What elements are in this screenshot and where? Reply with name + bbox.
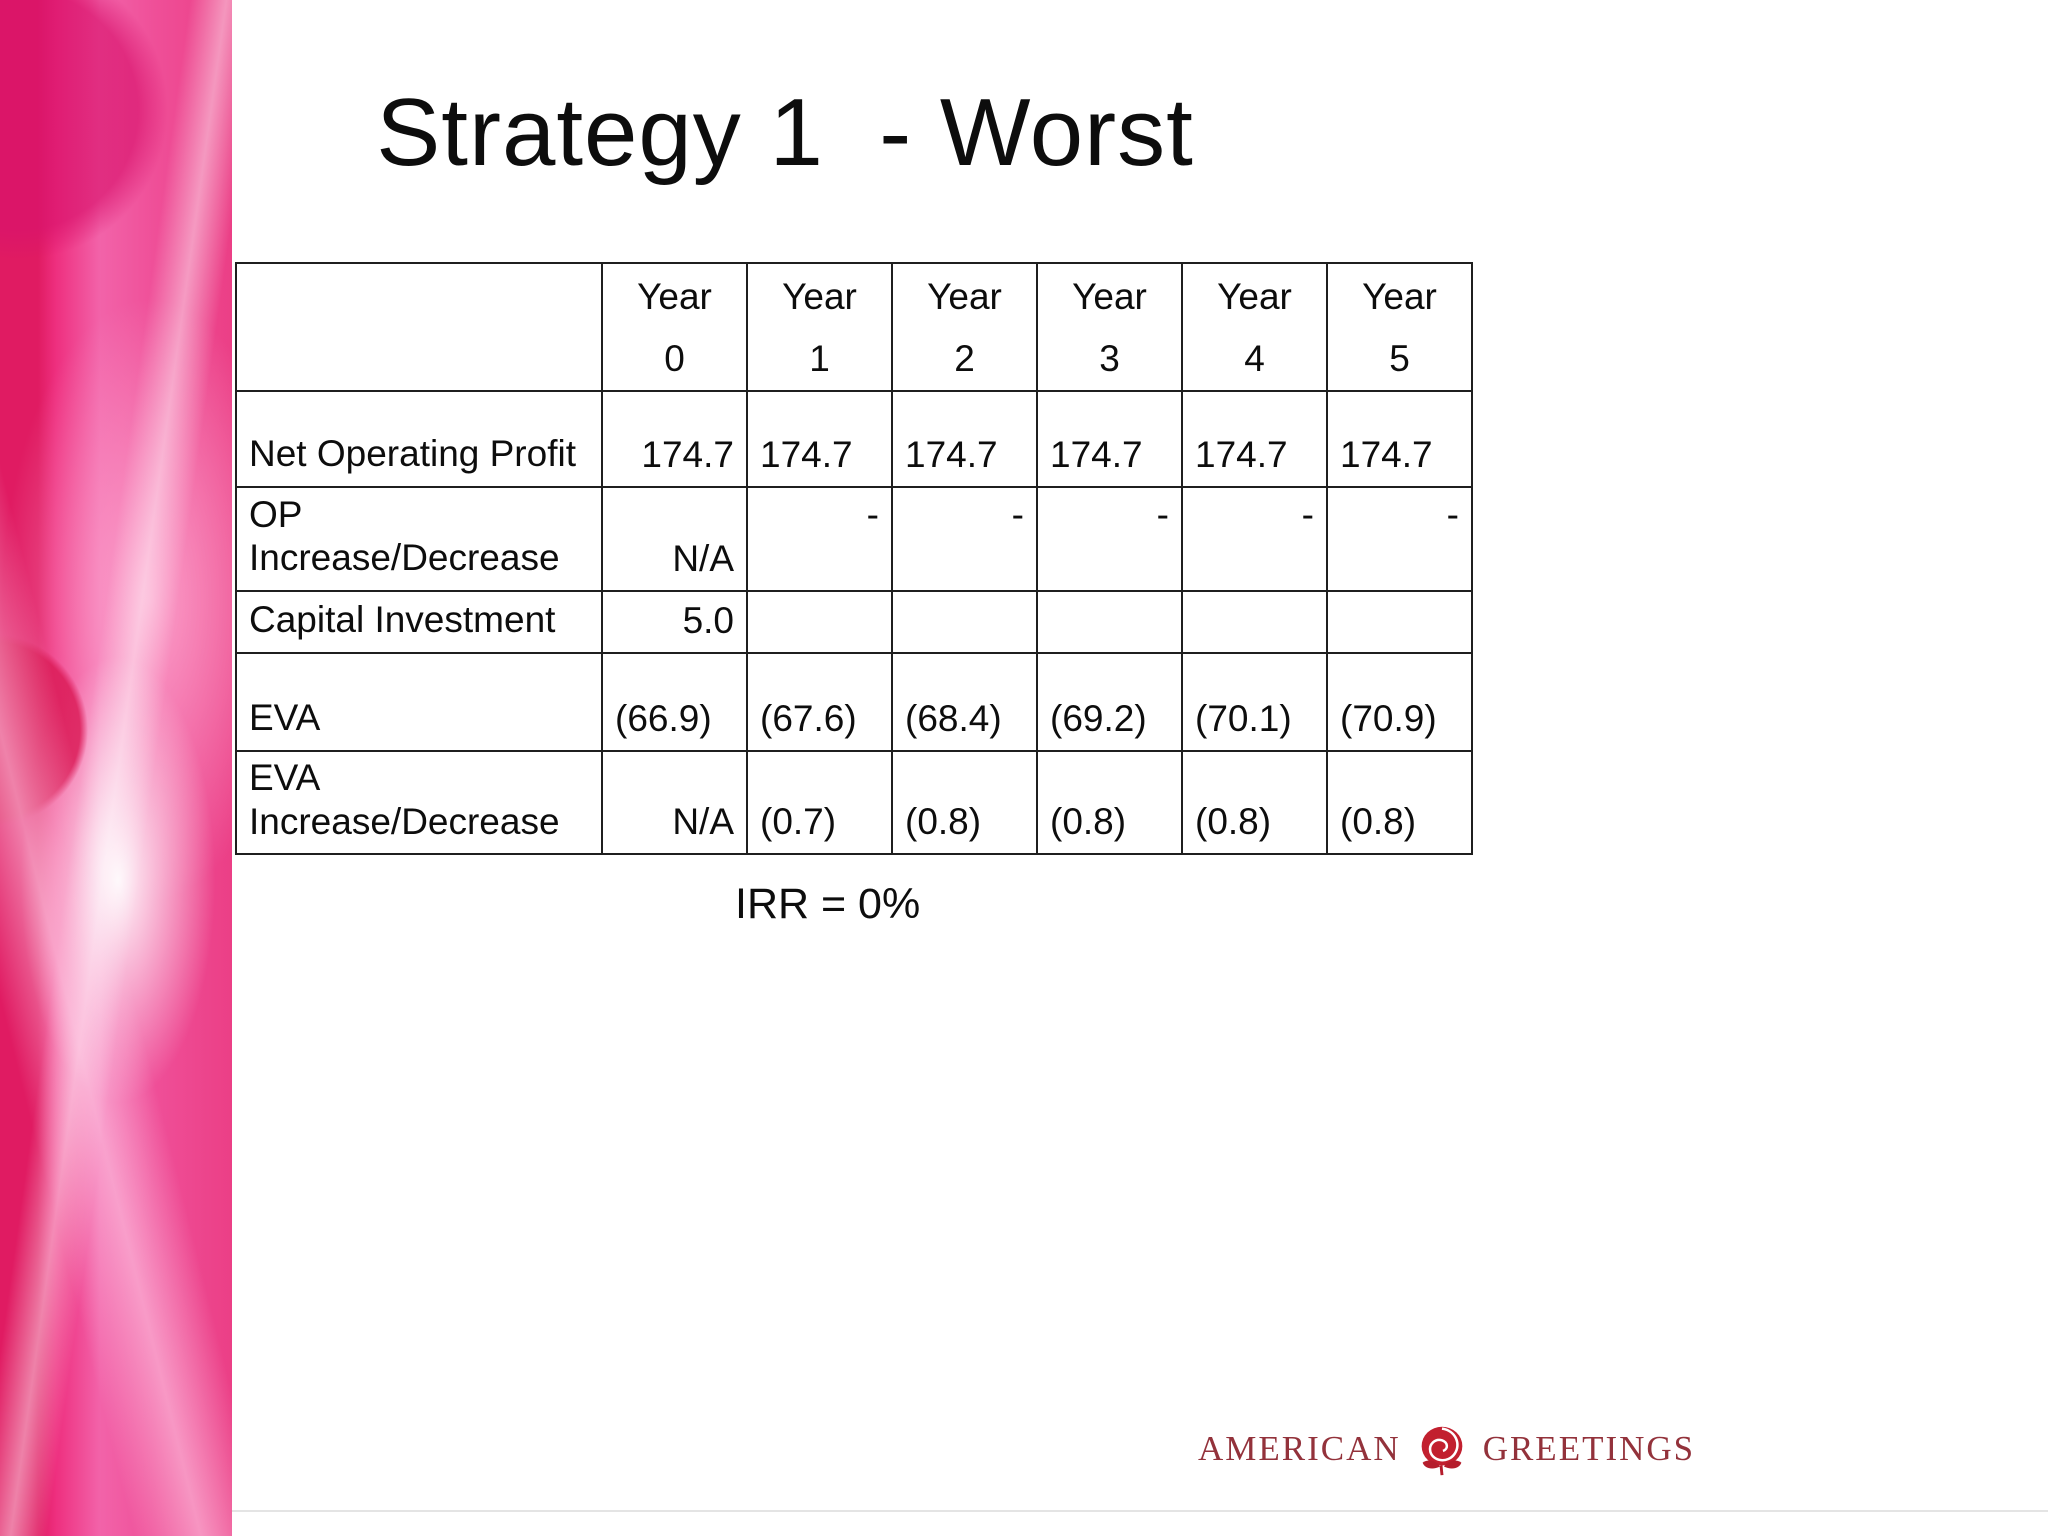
year-header-cell: Year 2 bbox=[891, 262, 1038, 392]
year-word: Year bbox=[1362, 276, 1437, 317]
year-word: Year bbox=[927, 276, 1002, 317]
logo-text-american: AMERICAN bbox=[1198, 1429, 1401, 1468]
slide-title: Strategy 1 - Worst bbox=[376, 79, 1194, 186]
row-label: Capital Investment bbox=[235, 590, 603, 654]
value-cell bbox=[1326, 590, 1473, 654]
value-cell: 174.7 bbox=[891, 390, 1038, 488]
value-cell: N/A bbox=[601, 749, 748, 856]
value-cell bbox=[891, 590, 1038, 654]
value-cell: - bbox=[746, 486, 893, 592]
value-cell: - bbox=[891, 486, 1038, 592]
value-cell: (66.9) bbox=[601, 652, 748, 752]
value-cell: (0.7) bbox=[746, 749, 893, 856]
year-header-cell: Year 4 bbox=[1181, 262, 1328, 392]
value-cell: - bbox=[1326, 486, 1473, 592]
value-cell: (0.8) bbox=[1036, 749, 1183, 856]
financial-table: Year 0 Year 1 Year 2 Year 3 Year 4 Year 5 Net Operat… bbox=[235, 262, 1473, 856]
year-header-cell: Year 5 bbox=[1326, 262, 1473, 392]
value-cell: (0.8) bbox=[891, 749, 1038, 856]
left-decoration bbox=[0, 0, 232, 1536]
value-cell: - bbox=[1181, 486, 1328, 592]
value-cell: N/A bbox=[601, 486, 748, 592]
value-cell: 174.7 bbox=[1326, 390, 1473, 488]
year-header-cell: Year 0 bbox=[601, 262, 748, 392]
year-word: Year bbox=[1217, 276, 1292, 317]
year-header-cell: Year 1 bbox=[746, 262, 893, 392]
table-row: EVA Increase/Decrease N/A (0.7) (0.8) (0.8)(… bbox=[235, 749, 1473, 856]
year-number: 4 bbox=[1244, 338, 1265, 379]
value-cell: 174.7 bbox=[1036, 390, 1183, 488]
table-row: OP Increase/Decrease N/A - - - - - bbox=[235, 486, 1473, 592]
row-label: OP Increase/Decrease bbox=[235, 486, 603, 592]
value-cell: (68.4) bbox=[891, 652, 1038, 752]
year-number: 0 bbox=[664, 338, 685, 379]
logo-text-greetings: GREETINGS bbox=[1482, 1429, 1696, 1468]
value-cell bbox=[1036, 590, 1183, 654]
value-cell bbox=[746, 590, 893, 654]
row-label: Net Operating Profit bbox=[235, 390, 603, 488]
year-word: Year bbox=[782, 276, 857, 317]
table-header-row: Year 0 Year 1 Year 2 Year 3 Year 4 Year 5 bbox=[235, 262, 1473, 392]
value-cell bbox=[1181, 590, 1328, 654]
value-cell: (70.1) bbox=[1181, 652, 1328, 752]
row-label: EVA Increase/Decrease bbox=[235, 749, 603, 856]
table-wrapper: Year 0 Year 1 Year 2 Year 3 Year 4 Year 5 Net Operat… bbox=[235, 262, 1473, 856]
year-number: 1 bbox=[809, 338, 830, 379]
table-row: Net Operating Profit 174.7 174.7 174.7 174.7… bbox=[235, 390, 1473, 488]
value-cell: (70.9) bbox=[1326, 652, 1473, 752]
table-row: Capital Investment 5.0 bbox=[235, 590, 1473, 654]
value-cell: (0.8) bbox=[1181, 749, 1328, 856]
value-cell: 174.7 bbox=[746, 390, 893, 488]
year-header-cell: Year 3 bbox=[1036, 262, 1183, 392]
corner-cell bbox=[235, 262, 603, 392]
year-number: 3 bbox=[1099, 338, 1120, 379]
slide-bottom-divider bbox=[232, 1510, 2048, 1512]
year-number: 5 bbox=[1389, 338, 1410, 379]
value-cell: 174.7 bbox=[1181, 390, 1328, 488]
irr-note: IRR = 0% bbox=[735, 880, 921, 928]
value-cell: (0.8) bbox=[1326, 749, 1473, 856]
value-cell: 174.7 bbox=[601, 390, 748, 488]
value-cell: - bbox=[1036, 486, 1183, 592]
year-word: Year bbox=[637, 276, 712, 317]
table-row: EVA (66.9) (67.6) (68.4) (69.2) (70.1) (70.9) bbox=[235, 652, 1473, 752]
year-number: 2 bbox=[954, 338, 975, 379]
value-cell: (67.6) bbox=[746, 652, 893, 752]
rose-icon bbox=[1421, 1426, 1463, 1476]
american-greetings-logo: AMERICAN GREETINGS bbox=[1198, 1418, 1695, 1480]
value-cell: 5.0 bbox=[601, 590, 748, 654]
year-word: Year bbox=[1072, 276, 1147, 317]
row-label: EVA bbox=[235, 652, 603, 752]
value-cell: (69.2) bbox=[1036, 652, 1183, 752]
